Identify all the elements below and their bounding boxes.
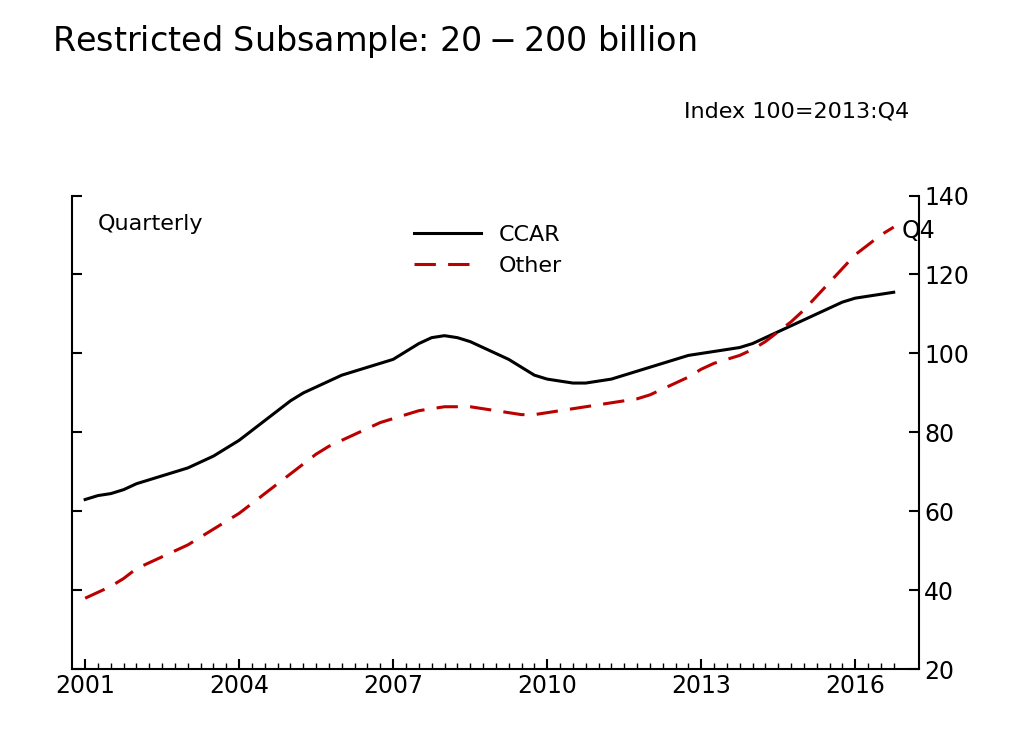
Text: Q4: Q4 bbox=[902, 219, 935, 243]
Other bbox=[592, 400, 604, 409]
Text: Quarterly: Quarterly bbox=[98, 214, 204, 235]
Other bbox=[182, 541, 194, 550]
CCAR bbox=[887, 288, 900, 297]
Other bbox=[412, 406, 425, 415]
Other bbox=[605, 399, 618, 408]
CCAR bbox=[182, 463, 194, 472]
CCAR bbox=[412, 339, 425, 348]
Text: Restricted Subsample: $20-$200 billion: Restricted Subsample: $20-$200 billion bbox=[52, 23, 696, 59]
CCAR bbox=[79, 495, 91, 504]
Other bbox=[79, 594, 91, 603]
CCAR bbox=[605, 374, 618, 384]
Other bbox=[528, 410, 540, 419]
Legend: CCAR, Other: CCAR, Other bbox=[405, 216, 571, 285]
Line: CCAR: CCAR bbox=[85, 293, 894, 499]
CCAR bbox=[477, 343, 490, 352]
Line: Other: Other bbox=[85, 227, 894, 599]
Text: Index 100=2013:Q4: Index 100=2013:Q4 bbox=[684, 102, 909, 122]
Other bbox=[887, 223, 900, 232]
CCAR bbox=[528, 371, 540, 380]
CCAR bbox=[592, 377, 604, 386]
Other bbox=[477, 405, 490, 414]
